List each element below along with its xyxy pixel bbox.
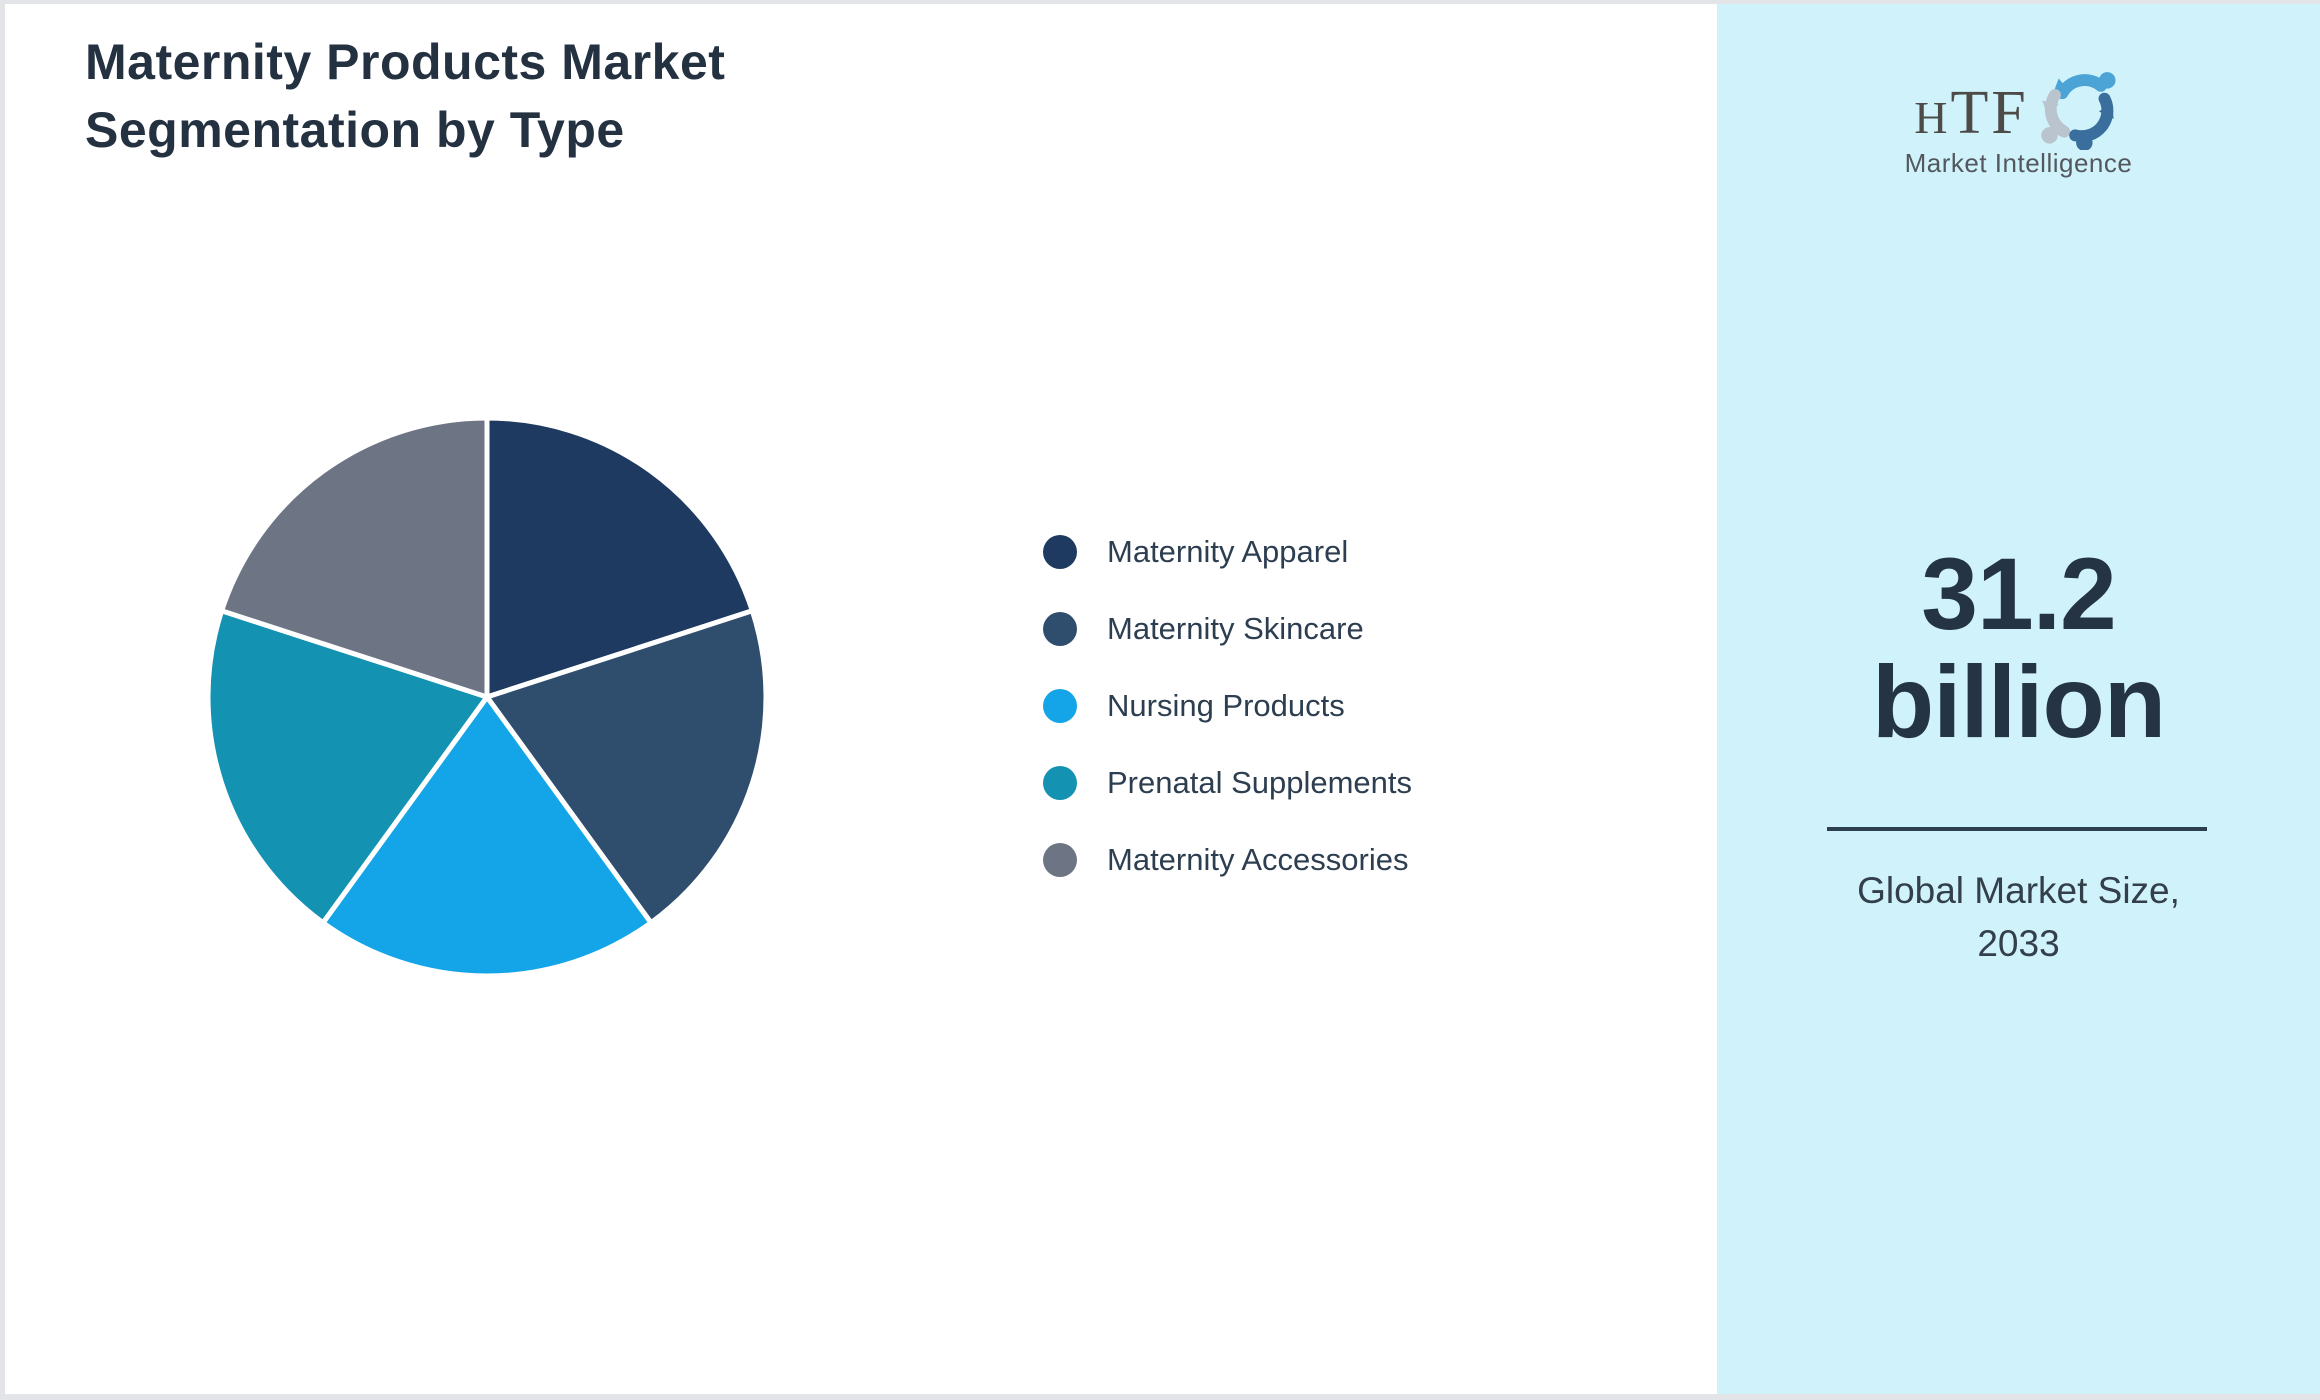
window-border-top xyxy=(0,0,2320,4)
legend-item: Prenatal Supplements xyxy=(1043,765,1412,801)
legend-swatch-icon xyxy=(1043,766,1077,800)
market-size-caption: Global Market Size, 2033 xyxy=(1717,864,2320,970)
pie-slice-4 xyxy=(219,415,490,700)
pie-slice-0 xyxy=(484,415,755,700)
window-border-bottom xyxy=(0,1394,2320,1400)
legend-swatch-icon xyxy=(1043,689,1077,723)
legend-label: Maternity Apparel xyxy=(1107,534,1349,569)
legend-item: Maternity Skincare xyxy=(1043,611,1412,647)
market-size-number: 31.2 xyxy=(1921,537,2117,651)
three-figure-swirl-icon xyxy=(2041,72,2116,150)
market-size-value: 31.2 billion xyxy=(1717,540,2320,756)
pie-slice-3 xyxy=(205,608,490,926)
market-size-panel: HTF Marke xyxy=(1717,0,2320,1400)
legend-label: Maternity Accessories xyxy=(1107,842,1409,877)
panel-divider xyxy=(1827,827,2207,831)
pie-slice-1 xyxy=(484,608,769,926)
chart-title-line1: Maternity Products Market xyxy=(85,34,726,90)
pie-chart xyxy=(205,415,769,979)
market-size-unit: billion xyxy=(1871,645,2166,759)
legend-swatch-icon xyxy=(1043,843,1077,877)
chart-legend: Maternity Apparel Maternity Skincare Nur… xyxy=(1043,534,1412,878)
pie-chart-svg xyxy=(205,415,769,979)
htf-logo-subtitle: Market Intelligence xyxy=(1904,148,2133,178)
chart-title-line2: Segmentation by Type xyxy=(85,102,625,158)
legend-swatch-icon xyxy=(1043,612,1077,646)
htf-logo-text: HTF xyxy=(1914,79,2029,147)
legend-label: Prenatal Supplements xyxy=(1107,765,1413,800)
legend-swatch-icon xyxy=(1043,535,1077,569)
window-border-left xyxy=(0,0,5,1400)
htf-logo: HTF Marke xyxy=(1717,62,2320,179)
legend-label: Nursing Products xyxy=(1107,688,1345,723)
legend-item: Nursing Products xyxy=(1043,688,1412,724)
legend-item: Maternity Apparel xyxy=(1043,534,1412,570)
legend-item: Maternity Accessories xyxy=(1043,842,1412,878)
market-size-caption-line2: 2033 xyxy=(1977,923,2060,964)
pie-slice-2 xyxy=(320,694,654,979)
chart-title: Maternity Products Market Segmentation b… xyxy=(85,28,725,164)
market-size-caption-line1: Global Market Size, xyxy=(1857,870,2180,911)
legend-label: Maternity Skincare xyxy=(1107,611,1364,646)
